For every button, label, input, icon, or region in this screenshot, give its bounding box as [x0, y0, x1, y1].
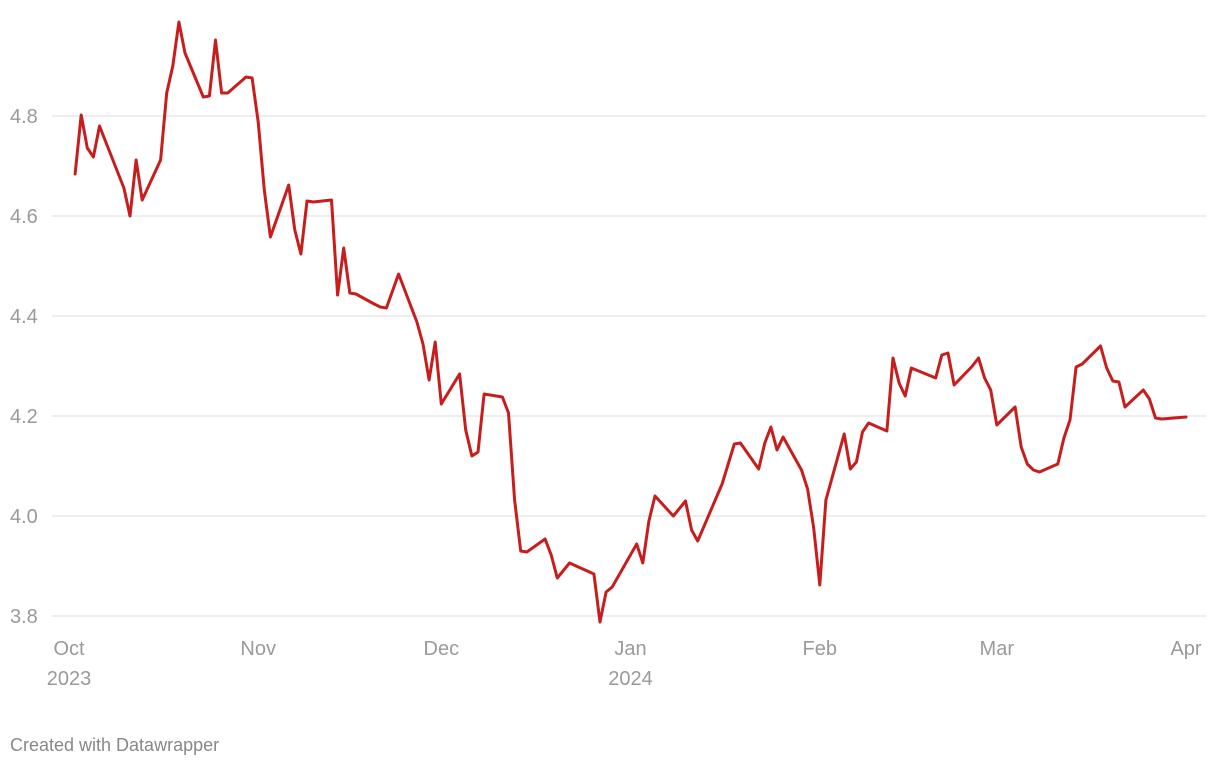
x-tick-label: Apr: [1170, 638, 1201, 660]
x-tick-label: Jan 2024: [608, 638, 653, 690]
data-line: [73, 20, 1188, 624]
y-tick-label: 4.8: [10, 106, 38, 128]
y-tick-label: 3.8: [10, 606, 38, 628]
credit: Created with Datawrapper: [10, 735, 219, 755]
x-tick-label: Nov: [240, 638, 276, 660]
y-tick-label: 4.6: [10, 206, 38, 228]
y-tick-label: 4.4: [10, 306, 38, 328]
x-tick-label: Mar: [980, 638, 1015, 660]
x-tick-label: Oct 2023: [47, 638, 92, 690]
y-tick-label: 4.0: [10, 506, 38, 528]
y-tick-label: 4.2: [10, 406, 38, 428]
x-tick-label: Dec: [424, 638, 460, 660]
x-tick-label: Feb: [803, 638, 837, 660]
